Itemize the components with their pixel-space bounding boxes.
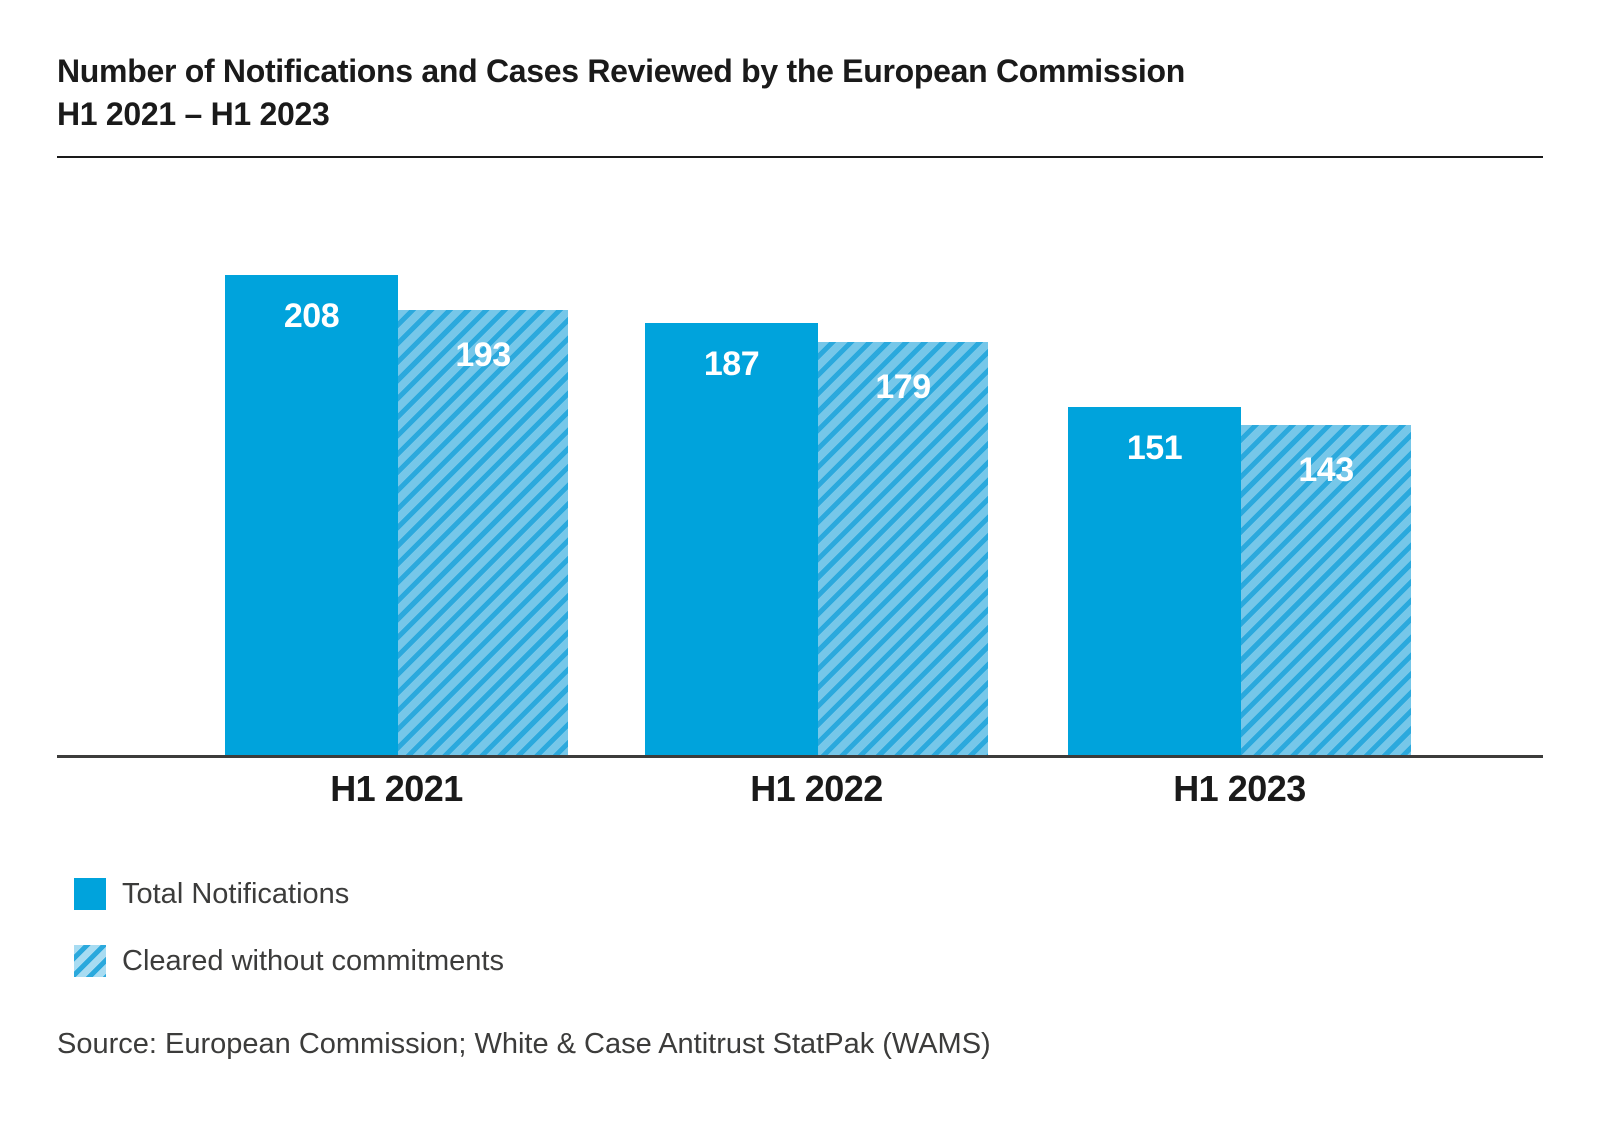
bar-solid-h1-2022: 187 — [645, 323, 818, 755]
legend-label: Cleared without commitments — [122, 944, 504, 977]
x-axis-label-h1-2021: H1 2021 — [330, 768, 463, 809]
bar-hatched-h1-2023: 143 — [1241, 425, 1411, 755]
bar-value-label: 193 — [455, 336, 511, 374]
bar-value-label: 208 — [283, 297, 340, 335]
x-axis-labels: H1 2021 H1 2022 H1 2023 — [57, 768, 1543, 810]
bar-value-label: 179 — [875, 368, 931, 406]
x-axis-line — [57, 755, 1543, 758]
legend-swatch-solid-icon — [74, 878, 106, 910]
bar-value-label: 187 — [703, 345, 760, 383]
legend-swatch-hatched-icon — [74, 945, 106, 977]
bar-solid-h1-2021: 208 — [225, 275, 398, 755]
plot-area: 208 193 187 179 151 143 — [57, 275, 1543, 755]
chart-title: Number of Notifications and Cases Review… — [57, 50, 1543, 136]
chart-title-line2: H1 2021 – H1 2023 — [57, 96, 330, 132]
bar-group-h1-2023: 151 143 — [1068, 275, 1411, 755]
x-axis-label-h1-2023: H1 2023 — [1173, 768, 1306, 809]
bar-group-h1-2021: 208 193 — [225, 275, 568, 755]
source-note: Source: European Commission; White & Cas… — [57, 1028, 991, 1060]
bar-value-label: 143 — [1298, 451, 1354, 489]
legend-label: Total Notifications — [122, 877, 350, 910]
bar-hatched-h1-2021: 193 — [398, 310, 568, 755]
bar-value-label: 151 — [1126, 429, 1183, 467]
legend-item: Cleared without commitments — [74, 945, 504, 977]
title-divider — [57, 156, 1543, 158]
bar-group-h1-2022: 187 179 — [645, 275, 988, 755]
legend-item: Total Notifications — [74, 878, 504, 910]
bar-hatched-h1-2022: 179 — [818, 342, 988, 755]
chart-title-line1: Number of Notifications and Cases Review… — [57, 53, 1185, 89]
bar-solid-h1-2023: 151 — [1068, 407, 1241, 755]
legend: Total Notifications Cleared without commi… — [74, 878, 504, 1012]
x-axis-label-h1-2022: H1 2022 — [750, 768, 883, 809]
